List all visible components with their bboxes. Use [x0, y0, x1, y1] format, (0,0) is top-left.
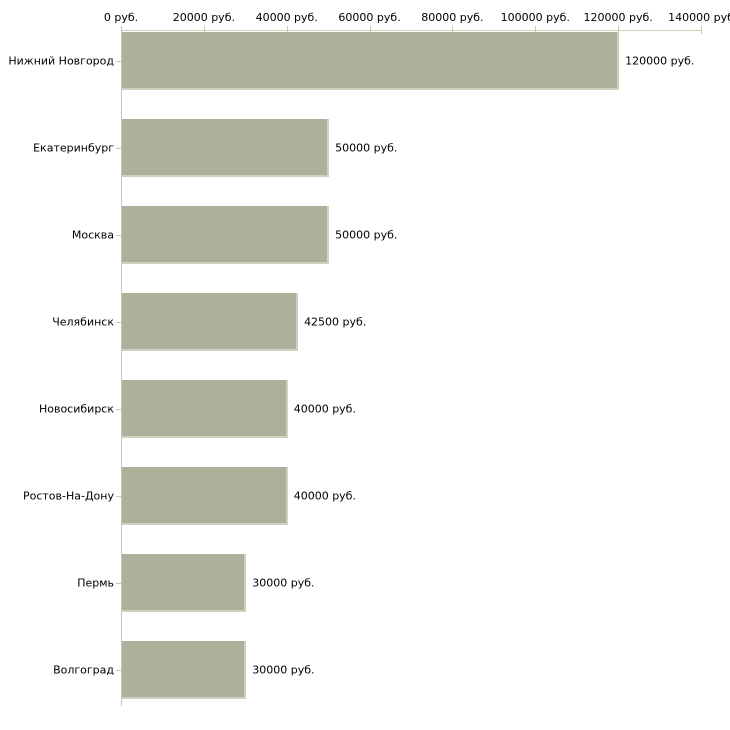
category-label: Екатеринбург [33, 141, 114, 155]
x-axis-tick-label: 100000 руб. [500, 11, 570, 24]
value-label: 50000 руб. [335, 228, 398, 242]
x-axis-tick-label: 60000 руб. [338, 11, 401, 24]
bar [122, 554, 247, 612]
category-tick-mark [116, 235, 121, 236]
category-tick-mark [116, 148, 121, 149]
value-label: 120000 руб. [625, 54, 695, 68]
x-axis-tick-label: 20000 руб. [172, 11, 235, 24]
value-label: 40000 руб. [293, 402, 356, 416]
bar [122, 380, 288, 438]
category-tick-mark [116, 322, 121, 323]
category-tick-mark [116, 670, 121, 671]
bar [122, 32, 620, 90]
x-axis-tick-label: 80000 руб. [421, 11, 484, 24]
category-label: Москва [71, 228, 114, 242]
value-label: 42500 руб. [304, 315, 367, 329]
bar [122, 293, 299, 351]
category-label: Волгоград [53, 663, 114, 677]
value-label: 40000 руб. [293, 489, 356, 503]
x-axis-tick-label: 40000 руб. [255, 11, 318, 24]
category-label: Новосибирск [38, 402, 114, 416]
x-axis-tick-label: 140000 руб [668, 11, 730, 24]
value-label: 30000 руб. [252, 663, 315, 677]
x-axis-tick-label: 120000 руб. [583, 11, 653, 24]
value-label: 30000 руб. [252, 576, 315, 590]
bar [122, 641, 247, 699]
category-tick-mark [116, 409, 121, 410]
value-label: 50000 руб. [335, 141, 398, 155]
bar [122, 119, 330, 177]
y-axis-line [121, 30, 122, 706]
bar [122, 467, 288, 525]
category-tick-mark [116, 496, 121, 497]
x-axis-tick-label: 0 руб. [103, 11, 139, 24]
category-tick-mark [116, 583, 121, 584]
x-axis-line [121, 30, 701, 31]
x-axis-tick-mark [701, 26, 702, 34]
category-label: Пермь [77, 576, 114, 590]
category-label: Нижний Новгород [8, 54, 114, 68]
bar [122, 206, 330, 264]
category-label: Ростов-На-Дону [22, 489, 114, 503]
category-label: Челябинск [52, 315, 114, 329]
category-tick-mark [116, 61, 121, 62]
